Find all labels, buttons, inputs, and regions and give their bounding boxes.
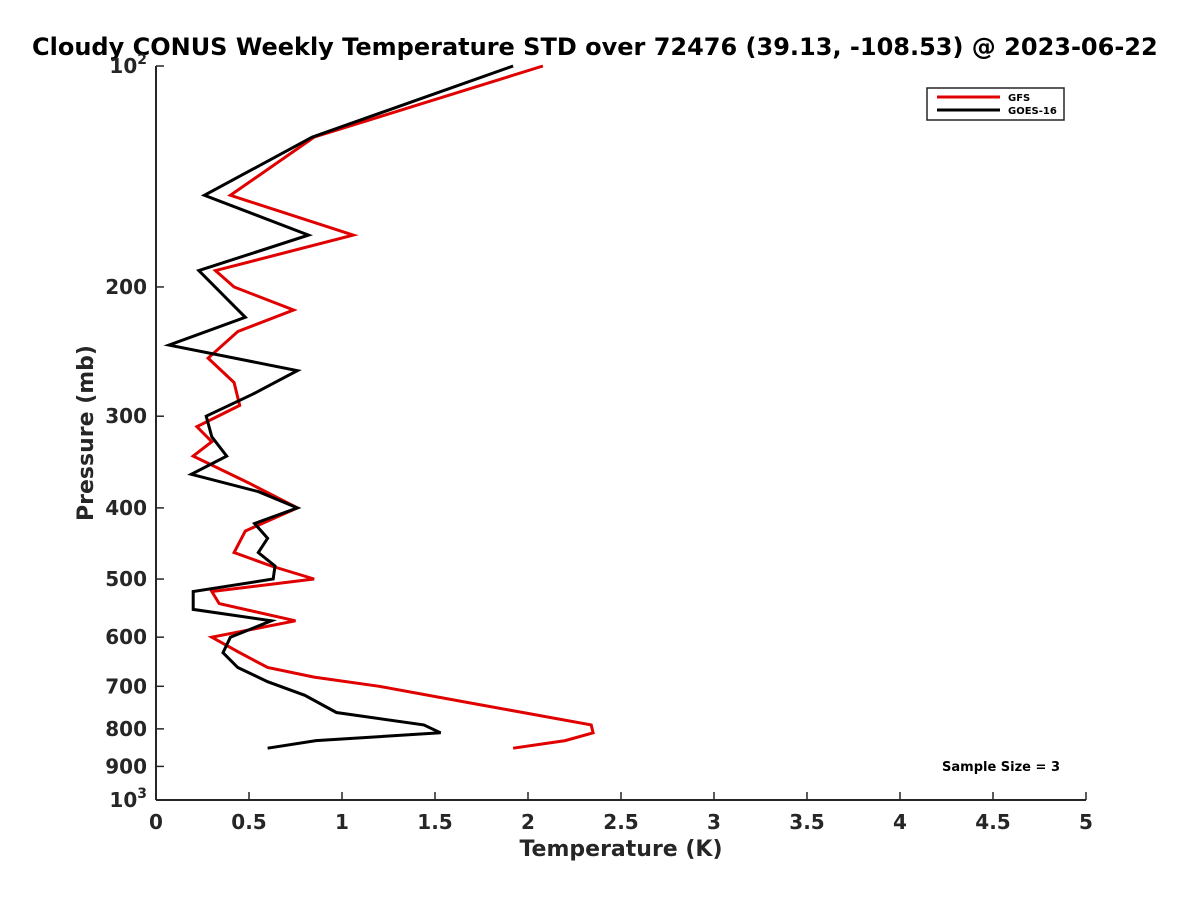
legend-label-goes-16: GOES-16 [1008,106,1057,117]
x-tick-label: 5 [1079,810,1093,834]
sample-size-annotation: Sample Size = 3 [942,760,1060,775]
x-tick-label: 3.5 [789,810,824,834]
y-tick-exponent: 3 [137,786,147,802]
y-tick-base: 10 [109,54,137,78]
y-tick-label: 900 [105,754,147,778]
x-tick-label: 3 [707,810,721,834]
y-tick-label: 300 [105,404,147,428]
x-tick-label: 4 [893,810,907,834]
x-ticks: 0 0.5 1 1.5 2 2.5 3 3.5 4 4.5 5 [149,792,1093,834]
y-tick-label: 102 [109,52,147,78]
y-tick-label: 200 [105,275,147,299]
series-layer [163,64,595,750]
y-tick-label: 400 [105,496,147,520]
y-tick-label: 600 [105,625,147,649]
y-tick-base: 10 [109,788,137,812]
series-line-gfs [190,64,595,750]
y-tick-exponent: 2 [137,52,147,68]
x-axis-label: Temperature (K) [519,837,722,862]
y-tick-label: 500 [105,567,147,591]
x-tick-label: 0.5 [231,810,266,834]
axes [155,66,1086,801]
legend-label-gfs: GFS [1008,93,1030,104]
x-tick-label: 2 [521,810,535,834]
x-tick-label: 1 [335,810,349,834]
y-axis-label: Pressure (mb) [74,345,99,521]
x-tick-label: 4.5 [975,810,1010,834]
y-tick-label: 103 [109,786,147,812]
x-tick-label: 1.5 [417,810,452,834]
chart-title: Cloudy CONUS Weekly Temperature STD over… [32,33,1158,61]
legend: GFS GOES-16 [926,87,1065,121]
y-tick-label: 700 [105,674,147,698]
legend-box [926,87,1065,121]
x-tick-label: 0 [149,810,163,834]
series-line-goes-16 [163,64,514,750]
y-tick-label: 800 [105,717,147,741]
x-tick-label: 2.5 [603,810,638,834]
